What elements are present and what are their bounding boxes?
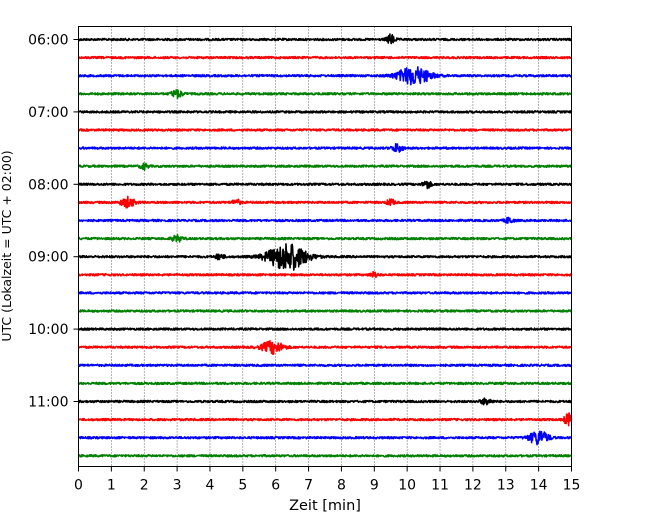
x-tick-label: 12 xyxy=(464,478,482,494)
trace-line xyxy=(77,89,573,100)
trace-line xyxy=(77,381,572,386)
x-tick-label: 4 xyxy=(206,478,215,494)
trace-line xyxy=(77,363,573,368)
trace-line xyxy=(77,412,573,427)
trace-line xyxy=(77,195,573,209)
trace-line xyxy=(78,339,573,355)
trace-line xyxy=(77,397,573,406)
trace-line xyxy=(77,454,573,458)
trace-line xyxy=(77,162,573,171)
trace-line xyxy=(77,180,572,190)
x-tick-label: 7 xyxy=(304,478,313,494)
trace-line xyxy=(78,271,573,279)
trace-line xyxy=(77,291,573,295)
y-tick-label: 08:00 xyxy=(28,177,68,193)
trace-line xyxy=(77,309,572,313)
x-tick-label: 3 xyxy=(173,478,182,494)
y-tick-label: 11:00 xyxy=(28,395,68,411)
y-tick-label: 06:00 xyxy=(28,33,68,49)
y-axis: 06:00 07:00 08:00 09:00 10:00 11:00 xyxy=(28,33,79,411)
y-tick-label: 09:00 xyxy=(28,250,68,266)
x-tick-label: 10 xyxy=(398,478,416,494)
trace-line xyxy=(77,216,573,224)
trace-line xyxy=(77,233,573,243)
x-tick-label: 11 xyxy=(431,478,449,494)
y-axis-label: UTC (Lokalzeit = UTC + 02:00) xyxy=(0,150,14,341)
x-tick-label: 13 xyxy=(497,478,515,494)
trace-line xyxy=(77,143,573,153)
trace-line xyxy=(77,110,573,114)
x-tick-label: 6 xyxy=(271,478,280,494)
x-tick-label: 5 xyxy=(238,478,247,494)
x-tick-label: 14 xyxy=(530,478,548,494)
y-tick-label: 07:00 xyxy=(28,105,68,121)
x-tick-label: 9 xyxy=(370,478,379,494)
trace-layer xyxy=(77,33,573,458)
trace-line xyxy=(77,66,572,86)
grid-layer xyxy=(111,26,539,467)
x-tick-label: 0 xyxy=(74,478,83,494)
x-tick-label: 2 xyxy=(140,478,149,494)
trace-line xyxy=(77,430,573,446)
trace-line xyxy=(78,128,573,132)
x-axis-label: Zeit [min] xyxy=(289,498,361,514)
x-tick-label: 8 xyxy=(337,478,346,494)
trace-line xyxy=(77,55,573,60)
x-axis: 0 1 2 3 4 5 6 7 8 9 10 11 12 13 14 15 xyxy=(74,466,581,494)
trace-line xyxy=(77,33,573,45)
x-tick-label: 1 xyxy=(107,478,116,494)
trace-line xyxy=(77,327,572,331)
plot-area-frame xyxy=(78,26,572,467)
x-tick-label: 15 xyxy=(563,478,581,494)
y-tick-label: 10:00 xyxy=(28,322,68,338)
trace-line xyxy=(77,243,572,271)
